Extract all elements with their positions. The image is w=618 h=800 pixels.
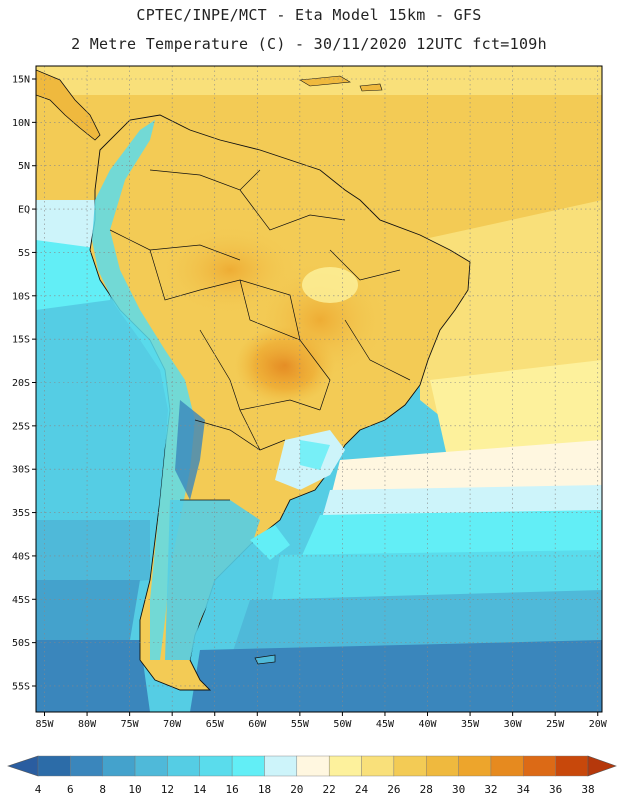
lon-label: 60W bbox=[248, 719, 267, 730]
lat-label: 55S bbox=[12, 681, 30, 692]
lon-label: 45W bbox=[376, 719, 395, 730]
colorbar-swatch bbox=[37, 755, 71, 777]
lat-label: EQ bbox=[18, 205, 30, 216]
colorbar-swatch bbox=[361, 755, 395, 777]
colorbar-swatch bbox=[199, 755, 233, 777]
lon-label: 85W bbox=[35, 719, 54, 730]
colorbar-label: 34 bbox=[517, 783, 531, 796]
colorbar-label: 6 bbox=[67, 783, 74, 796]
lat-label: 15N bbox=[12, 75, 30, 86]
colorbar-swatch bbox=[490, 755, 524, 777]
colorbar-swatch bbox=[231, 755, 265, 777]
continent bbox=[36, 69, 471, 691]
lat-label: 45S bbox=[12, 595, 30, 606]
colorbar: 4 6 8 10 12 14 16 18 20 22 24 26 28 30 32 34 36 38 bbox=[7, 755, 617, 796]
colorbar-label: 28 bbox=[420, 783, 433, 796]
map-axes: 15N 10N 5N EQ 5S 10S 15S 20S 25S 30S 35S 40S 45S 50S 5… bbox=[12, 75, 608, 730]
colorbar-label: 14 bbox=[193, 783, 207, 796]
lon-label: 25W bbox=[546, 719, 565, 730]
colorbar-swatch bbox=[555, 755, 589, 777]
lon-label: 75W bbox=[121, 719, 140, 730]
lat-label: 35S bbox=[12, 508, 30, 519]
colorbar-label: 24 bbox=[355, 783, 369, 796]
lon-label: 40W bbox=[418, 719, 437, 730]
colorbar-swatch bbox=[523, 755, 556, 777]
colorbar-label: 22 bbox=[323, 783, 336, 796]
colorbar-high-arrow bbox=[587, 755, 617, 777]
colorbar-label: 38 bbox=[581, 783, 594, 796]
colorbar-label: 26 bbox=[387, 783, 400, 796]
lat-label: 30S bbox=[12, 465, 30, 476]
colorbar-swatch bbox=[328, 755, 362, 777]
colorbar-label: 20 bbox=[290, 783, 303, 796]
lat-label: 10N bbox=[12, 118, 30, 129]
colorbar-label: 4 bbox=[35, 783, 42, 796]
lon-label: 55W bbox=[291, 719, 310, 730]
colorbar-swatch bbox=[264, 755, 298, 777]
lat-label: 25S bbox=[12, 421, 30, 432]
lat-label: 20S bbox=[12, 378, 30, 389]
colorbar-swatch bbox=[134, 755, 168, 777]
colorbar-swatch bbox=[458, 755, 492, 777]
colorbar-low-arrow bbox=[7, 755, 39, 777]
colorbar-label: 18 bbox=[258, 783, 271, 796]
lon-label: 50W bbox=[333, 719, 352, 730]
colorbar-swatch bbox=[70, 755, 103, 777]
title-line-2: 2 Metre Temperature (C) - 30/11/2020 12U… bbox=[71, 35, 547, 53]
colorbar-label: 10 bbox=[128, 783, 141, 796]
colorbar-label: 16 bbox=[225, 783, 238, 796]
lat-label: 5N bbox=[18, 161, 30, 172]
lat-label: 40S bbox=[12, 551, 30, 562]
colorbar-label: 30 bbox=[452, 783, 465, 796]
colorbar-swatch bbox=[296, 755, 330, 777]
title-line-1: CPTEC/INPE/MCT - Eta Model 15km - GFS bbox=[136, 6, 482, 24]
lon-label: 70W bbox=[163, 719, 182, 730]
lon-label: 35W bbox=[461, 719, 480, 730]
lat-label: 5S bbox=[18, 248, 30, 259]
country-borders bbox=[109, 169, 411, 501]
colorbar-swatch bbox=[393, 755, 427, 777]
colorbar-label: 12 bbox=[161, 783, 174, 796]
colorbar-label: 8 bbox=[99, 783, 106, 796]
colorbar-label: 32 bbox=[484, 783, 497, 796]
colorbar-swatch bbox=[102, 755, 136, 777]
lat-label: 50S bbox=[12, 638, 30, 649]
lon-label: 20W bbox=[589, 719, 608, 730]
colorbar-swatch bbox=[167, 755, 200, 777]
lat-label: 10S bbox=[12, 291, 30, 302]
colorbar-swatch bbox=[426, 755, 459, 777]
lon-label: 80W bbox=[78, 719, 97, 730]
lon-label: 30W bbox=[504, 719, 523, 730]
lat-label: 15S bbox=[12, 335, 30, 346]
colorbar-label: 36 bbox=[549, 783, 562, 796]
map-frame bbox=[35, 65, 603, 713]
lon-label: 65W bbox=[206, 719, 225, 730]
